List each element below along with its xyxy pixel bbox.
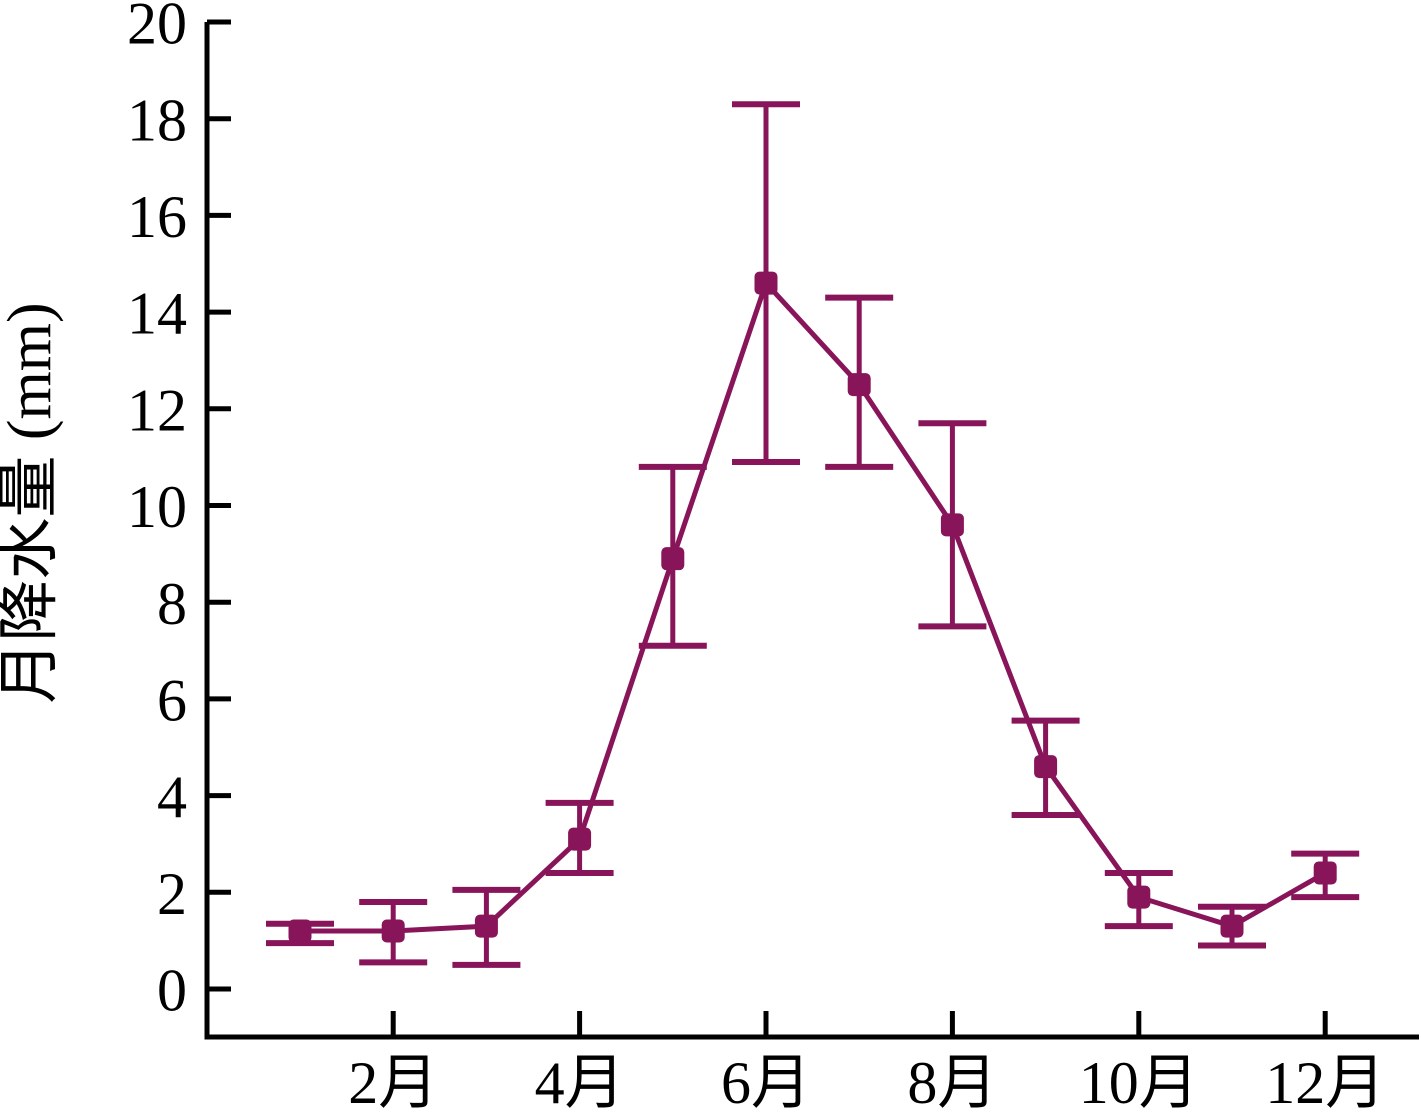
x-tick-label: 12月	[1265, 1050, 1385, 1116]
axis-spines	[204, 22, 1419, 1040]
x-tick-label: 8月	[907, 1050, 997, 1116]
axes: 0 2 4 6 8 10 12 14 16 18 20 2月 4月 6月 8月 10月 12月	[127, 0, 1419, 1116]
x-tick-label: 10月	[1079, 1050, 1199, 1116]
y-tick-label: 12	[127, 377, 187, 443]
series-line-layer	[300, 278, 1327, 934]
y-tick-label: 6	[157, 668, 187, 734]
y-axis-title: 月降水量 (mm)	[0, 302, 64, 703]
data-point-marker	[940, 513, 964, 537]
y-tick-label: 2	[157, 861, 187, 927]
x-tick-label: 4月	[535, 1050, 625, 1116]
data-point-marker	[1313, 861, 1337, 885]
data-point-markers	[288, 271, 1337, 943]
y-tick-label: 20	[127, 0, 187, 57]
y-tick-label: 10	[127, 474, 187, 540]
data-point-marker	[288, 919, 312, 943]
data-point-marker	[754, 271, 778, 295]
data-point-marker	[474, 914, 498, 938]
y-tick-label: 0	[157, 958, 187, 1024]
data-point-marker	[1034, 755, 1058, 779]
y-tick-label: 18	[127, 87, 187, 153]
y-tick-label: 4	[157, 764, 187, 830]
y-tick-label: 14	[127, 281, 187, 347]
data-point-marker	[381, 919, 405, 943]
x-tick-label: 6月	[721, 1050, 811, 1116]
error-bars	[266, 101, 1360, 968]
y-tick-label: 8	[157, 571, 187, 637]
data-point-marker	[661, 547, 685, 571]
series-line	[300, 278, 1327, 934]
data-point-marker	[568, 827, 592, 851]
y-tick-label: 16	[127, 184, 187, 250]
data-point-marker	[847, 373, 871, 397]
data-point-marker	[1127, 885, 1151, 909]
x-tick-label: 2月	[348, 1050, 438, 1116]
data-point-marker	[1220, 914, 1244, 938]
